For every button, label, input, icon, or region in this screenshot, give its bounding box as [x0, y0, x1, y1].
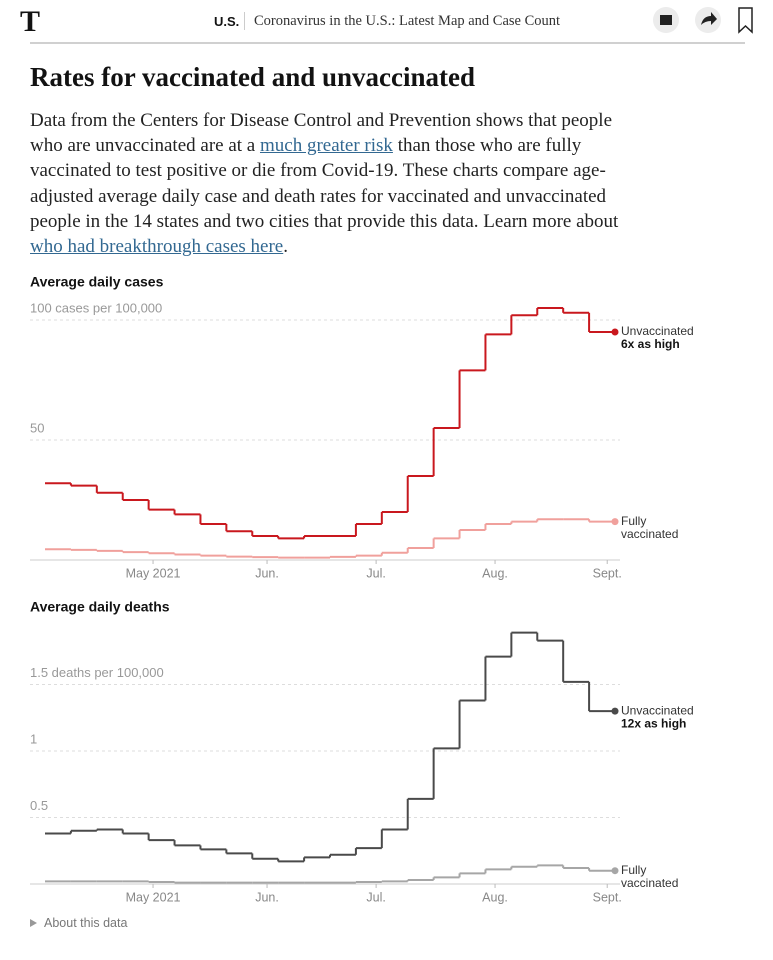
text: than those who are fully vaccinated to t… — [30, 135, 619, 232]
chart-title: Average daily deaths — [30, 599, 170, 615]
y-tick-label: 1.5 deaths per 100,000 — [30, 665, 164, 680]
series-label: Fully vaccinated — [621, 514, 679, 541]
end-dot — [611, 328, 619, 336]
x-tick-label: Aug. — [482, 890, 508, 904]
headline[interactable]: Coronavirus in the U.S.: Latest Map and … — [254, 13, 561, 29]
y-tick-label: 50 — [30, 420, 44, 435]
text: Data from the Centers for Disease Contro… — [30, 110, 612, 157]
article-text: Data from the Centers for Disease Contro… — [30, 108, 630, 259]
section-label[interactable]: U.S. — [214, 14, 240, 29]
disclosure-triangle[interactable] — [30, 919, 37, 927]
gift-icon[interactable] — [660, 15, 672, 25]
share-icon[interactable] — [701, 12, 717, 25]
separator — [244, 12, 245, 30]
x-tick-label: Aug. — [482, 566, 508, 580]
bookmark-icon[interactable] — [738, 7, 753, 34]
link[interactable]: much greater risk — [259, 135, 393, 157]
y-tick-label: 100 cases per 100,000 — [30, 300, 162, 315]
logo[interactable]: T — [20, 5, 41, 38]
series-label: Unvaccinated — [621, 324, 694, 338]
x-tick-label: Jun. — [255, 566, 279, 580]
y-tick-label: 0.5 — [30, 798, 48, 813]
end-dot — [611, 867, 619, 875]
end-dot — [611, 518, 619, 526]
chart-title: Average daily cases — [30, 274, 164, 290]
series-label: Fully vaccinated — [621, 863, 679, 890]
y-tick-label: 1 — [30, 731, 37, 746]
series-label-box: Fully vaccinated — [621, 514, 679, 541]
end-dot — [611, 707, 619, 715]
x-tick-label: Sept. — [593, 566, 622, 580]
x-tick-label: May 2021 — [126, 566, 181, 580]
series-label-box: Fully vaccinated — [621, 863, 679, 890]
series-label: Unvaccinated — [621, 703, 694, 717]
x-tick-label: Jul. — [366, 890, 385, 904]
link[interactable]: who had breakthrough cases here — [30, 236, 284, 258]
series-annotation: 6x as high — [621, 337, 680, 351]
x-tick-label: Jun. — [255, 890, 279, 904]
text: . — [283, 236, 288, 258]
series-annotation: 12x as high — [621, 716, 686, 730]
x-tick-label: May 2021 — [126, 890, 181, 904]
header-rule — [30, 42, 745, 44]
about-data-link[interactable]: About this data — [44, 916, 128, 930]
article-title: Rates for vaccinated and unvaccinated — [30, 62, 475, 92]
x-tick-label: Sept. — [593, 890, 622, 904]
x-tick-label: Jul. — [366, 566, 385, 580]
